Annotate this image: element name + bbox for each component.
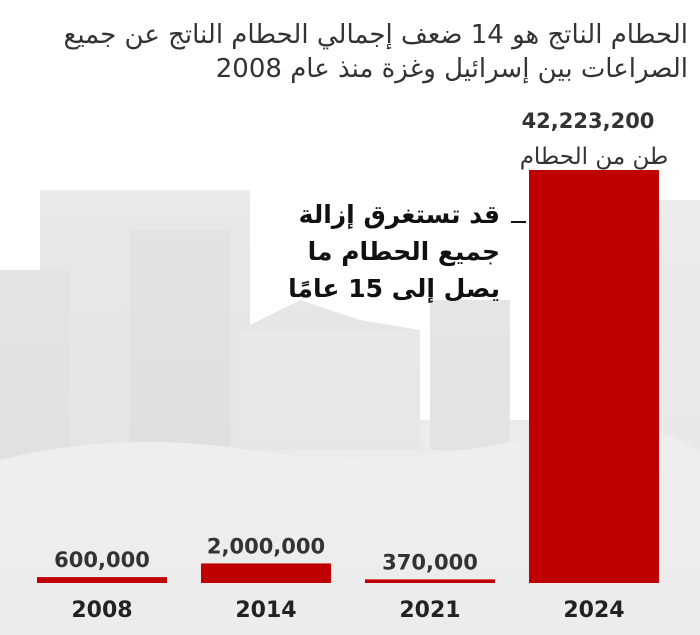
chart-title: الحطام الناتج هو 14 ضعف إجمالي الحطام ال… (28, 18, 688, 86)
x-tick-label-2008: 2008 (71, 598, 132, 623)
value-label-2014: 2,000,000 (207, 534, 325, 558)
annotation-line-3: يصل إلى 15 عامًا (288, 274, 500, 303)
value-label-2021: 370,000 (382, 550, 478, 574)
annotation-text: قد تستغرق إزالة جميع الحطام ما يصل إلى 1… (268, 196, 500, 307)
chart-title-line-2: الصراعات بين إسرائيل وغزة منذ عام 2008 (215, 54, 688, 84)
value-label-2008: 600,000 (54, 548, 150, 572)
x-tick-label-2024: 2024 (563, 598, 624, 623)
bar-2021 (365, 579, 495, 583)
annotation-line-2: جميع الحطام ما (307, 237, 500, 266)
chart-title-line-1: الحطام الناتج هو 14 ضعف إجمالي الحطام ال… (63, 20, 688, 50)
annotation-line-1: قد تستغرق إزالة (298, 200, 500, 229)
bar-2008 (37, 577, 167, 583)
value-label-2024: 42,223,200 (522, 109, 655, 133)
bar-2014 (201, 563, 331, 583)
unit-label: طن من الحطام (520, 144, 669, 170)
x-tick-label-2014: 2014 (235, 598, 296, 623)
x-tick-label-2021: 2021 (399, 598, 460, 623)
bar-2024 (529, 170, 659, 583)
